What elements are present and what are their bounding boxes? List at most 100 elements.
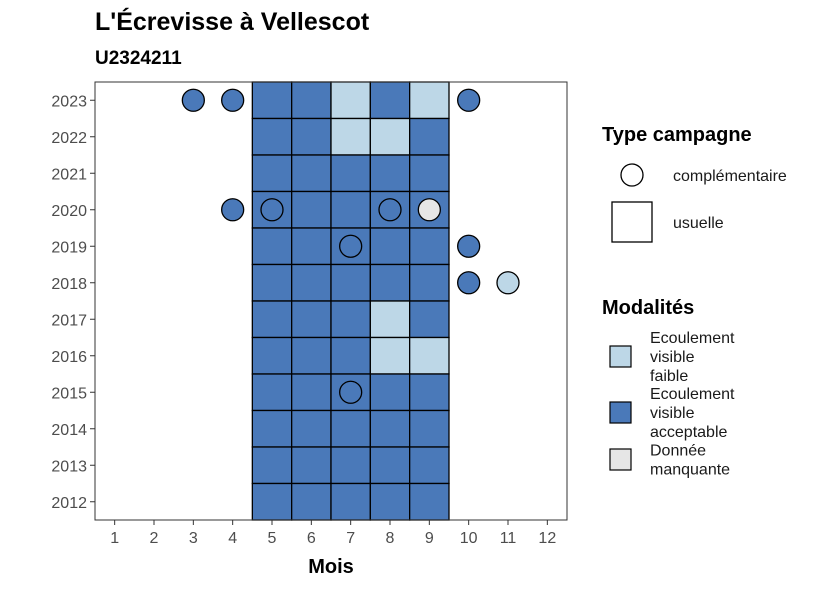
tile-2022-5 [251,117,293,156]
point-2020-8 [378,198,402,222]
tile-2021-7 [330,154,371,193]
y-tick-label-2019: 2019 [51,239,87,256]
point-2018-10 [457,271,481,295]
legend-key-faible [609,345,632,368]
y-tick-label-2017: 2017 [51,312,87,329]
legend-modalite-label-acceptable: Ecoulement visible acceptable [650,386,735,441]
tile-2021-9 [409,154,450,193]
x-tick-label-9: 9 [425,530,434,547]
legend-modalite-label-faible: Ecoulement visible faible [650,330,735,385]
point-2020-9 [417,198,441,222]
tile-2015-8 [369,373,411,412]
tile-2016-7 [330,336,371,375]
tile-2013-6 [291,446,332,485]
tile-2017-5 [251,300,293,339]
tile-2016-5 [251,336,293,375]
tile-2019-8 [369,227,411,266]
tile-2014-6 [291,409,332,448]
tile-2014-7 [330,409,371,448]
y-tick-label-2013: 2013 [51,458,87,475]
legend-modalites: Modalités Ecoulement visible faibleEcouleme… [602,297,735,479]
tile-2012-9 [409,482,450,521]
tile-2023-5 [251,81,293,120]
tile-2021-5 [251,154,293,193]
tile-2018-8 [369,263,411,302]
legend-key-circle [620,163,644,187]
tile-2013-7 [330,446,371,485]
plot-border [94,81,568,521]
x-tick-label-6: 6 [307,530,316,547]
tile-2015-9 [409,373,450,412]
tile-2021-8 [369,154,411,193]
tile-2014-9 [409,409,450,448]
legend-modalites-title: Modalités [602,297,694,319]
tile-2012-6 [291,482,332,521]
legend-type-label-square: usuelle [673,215,724,232]
tile-2021-6 [291,154,332,193]
point-2023-4 [221,88,245,112]
tile-2019-9 [409,227,450,266]
tile-2014-5 [251,409,293,448]
x-tick-label-4: 4 [228,530,237,547]
tile-2022-6 [291,117,332,156]
legend-modalite-label-manquante: Donnée manquante [650,443,730,479]
x-tick-label-8: 8 [386,530,395,547]
legend-key-square [611,201,653,243]
point-2019-7 [339,234,363,258]
y-tick-label-2022: 2022 [51,130,87,147]
tile-2013-8 [369,446,411,485]
point-2023-3 [181,88,205,112]
tile-2022-9 [409,117,450,156]
point-2018-11 [496,271,520,295]
tile-2017-7 [330,300,371,339]
tile-2017-9 [409,300,450,339]
tile-2013-9 [409,446,450,485]
y-axis: 2012 2013 2014 2015 2016 2017 2018 2019 2020 2021… [51,93,95,512]
tile-2018-9 [409,263,450,302]
tile-2022-8 [369,117,411,156]
legend-key-manquante [609,448,632,471]
legend-type-label-circle: complémentaire [673,168,787,185]
tile-2023-7 [330,81,371,120]
tile-2013-5 [251,446,293,485]
y-tick-label-2014: 2014 [51,422,87,439]
y-tick-label-2023: 2023 [51,93,87,110]
tile-2016-6 [291,336,332,375]
tile-2019-6 [291,227,332,266]
tile-2020-6 [291,190,332,229]
point-2020-5 [260,198,284,222]
tile-2015-6 [291,373,332,412]
y-tick-label-2021: 2021 [51,166,87,183]
point-2019-10 [457,234,481,258]
legend-type-campagne: Type campagne complémentaire usuelle [602,124,787,243]
tile-2012-7 [330,482,371,521]
tile-2022-7 [330,117,371,156]
plot-area [94,81,568,521]
tile-2018-7 [330,263,371,302]
point-2020-4 [221,198,245,222]
chart-title: L'Écrevisse à Vellescot [95,7,370,36]
tile-2023-6 [291,81,332,120]
tile-2018-6 [291,263,332,302]
x-tick-label-2: 2 [150,530,159,547]
tile-2014-8 [369,409,411,448]
y-tick-label-2015: 2015 [51,385,87,402]
tile-2016-8 [369,336,411,375]
x-tick-label-3: 3 [189,530,198,547]
y-tick-label-2018: 2018 [51,276,87,293]
tile-2019-5 [251,227,293,266]
tile-2023-9 [409,81,450,120]
x-tick-label-11: 11 [500,530,517,547]
y-tick-label-2016: 2016 [51,349,87,366]
tile-2020-7 [330,190,371,229]
x-axis: 1 2 3 4 5 6 7 8 9 10 11 12 [110,520,556,547]
tile-2012-8 [369,482,411,521]
tile-2012-5 [251,482,293,521]
y-tick-label-2012: 2012 [51,495,87,512]
x-tick-label-1: 1 [110,530,119,547]
y-tick-label-2020: 2020 [51,203,87,220]
chart-subtitle: U2324211 [95,48,182,69]
tile-2018-5 [251,263,293,302]
legend-type-title: Type campagne [602,124,752,146]
